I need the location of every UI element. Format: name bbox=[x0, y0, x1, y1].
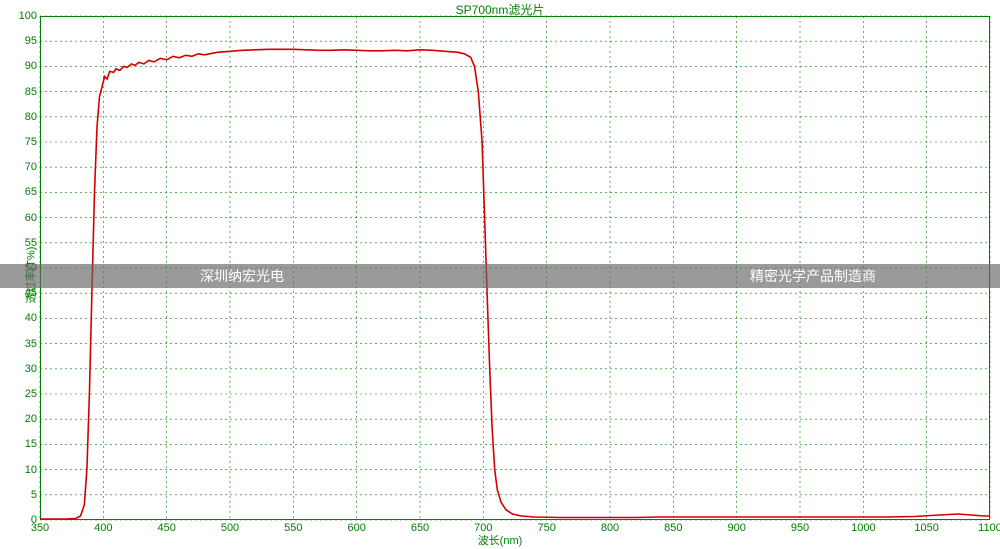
watermark-bar: 深圳纳宏光电 精密光学产品制造商 bbox=[0, 264, 1000, 288]
y-tick-label: 100 bbox=[19, 10, 37, 22]
x-tick-label: 600 bbox=[347, 522, 365, 534]
x-tick-label: 800 bbox=[601, 522, 619, 534]
y-tick-label: 75 bbox=[25, 136, 37, 148]
x-tick-label: 1000 bbox=[851, 522, 875, 534]
y-tick-label: 20 bbox=[25, 413, 37, 425]
y-tick-label: 45 bbox=[25, 287, 37, 299]
chart-container: SP700nm滤光片 透过率(T%) 波长(nm) 05101520253035… bbox=[0, 0, 1000, 549]
y-tick-label: 60 bbox=[25, 212, 37, 224]
y-tick-label: 40 bbox=[25, 312, 37, 324]
y-tick-label: 65 bbox=[25, 186, 37, 198]
x-tick-label: 1050 bbox=[914, 522, 938, 534]
x-tick-label: 1100 bbox=[978, 522, 1000, 534]
x-tick-label: 850 bbox=[664, 522, 682, 534]
x-tick-label: 750 bbox=[537, 522, 555, 534]
x-tick-label: 950 bbox=[791, 522, 809, 534]
y-tick-label: 35 bbox=[25, 338, 37, 350]
x-tick-label: 450 bbox=[157, 522, 175, 534]
y-tick-label: 5 bbox=[31, 489, 37, 501]
y-tick-label: 55 bbox=[25, 237, 37, 249]
x-tick-label: 500 bbox=[221, 522, 239, 534]
y-tick-label: 70 bbox=[25, 161, 37, 173]
x-tick-label: 900 bbox=[727, 522, 745, 534]
x-tick-label: 350 bbox=[31, 522, 49, 534]
x-tick-label: 650 bbox=[411, 522, 429, 534]
x-tick-label: 550 bbox=[284, 522, 302, 534]
x-tick-label: 700 bbox=[474, 522, 492, 534]
y-tick-label: 10 bbox=[25, 464, 37, 476]
y-tick-label: 90 bbox=[25, 60, 37, 72]
y-tick-label: 95 bbox=[25, 35, 37, 47]
watermark-right-text: 精密光学产品制造商 bbox=[750, 266, 876, 286]
y-tick-label: 15 bbox=[25, 438, 37, 450]
y-tick-label: 30 bbox=[25, 363, 37, 375]
x-tick-label: 400 bbox=[94, 522, 112, 534]
watermark-left-text: 深圳纳宏光电 bbox=[200, 266, 284, 286]
y-tick-label: 25 bbox=[25, 388, 37, 400]
y-tick-label: 80 bbox=[25, 111, 37, 123]
y-tick-label: 85 bbox=[25, 86, 37, 98]
